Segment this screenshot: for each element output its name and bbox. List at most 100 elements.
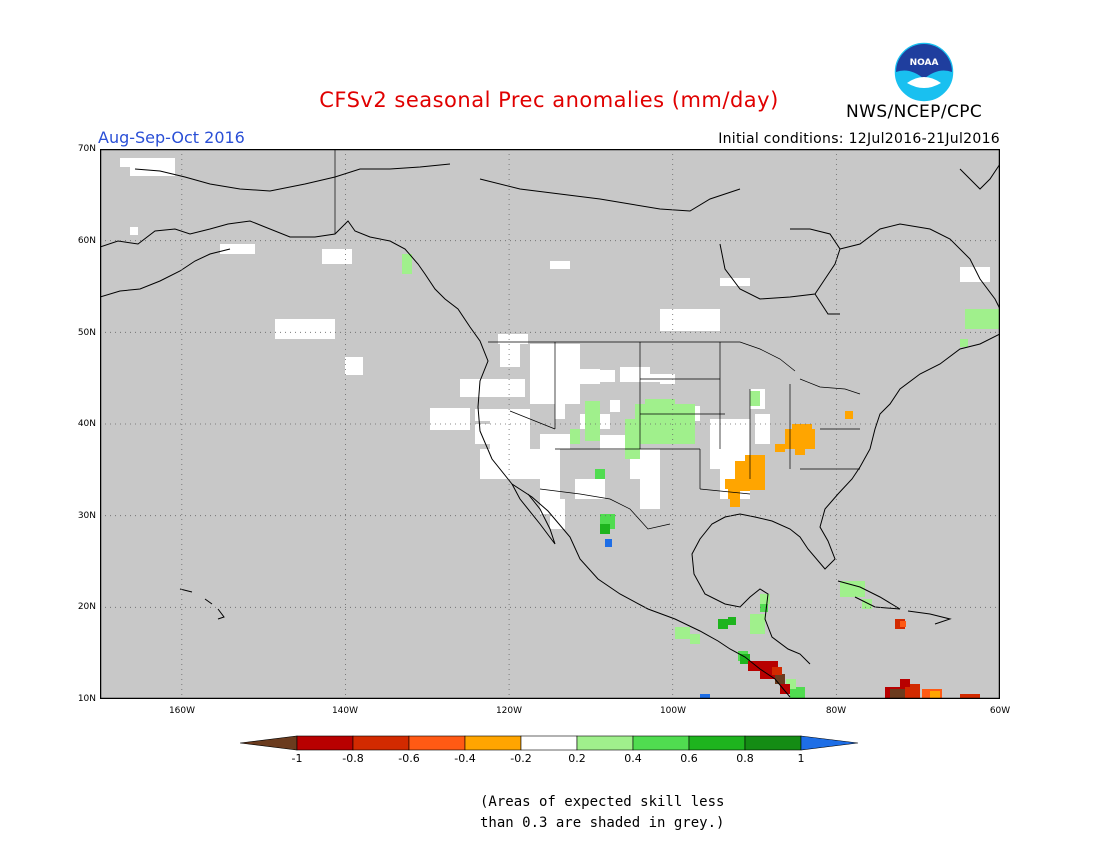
anomaly-cell bbox=[710, 419, 750, 431]
scale-label: 1 bbox=[797, 752, 805, 765]
anomaly-cell bbox=[740, 654, 750, 664]
anomaly-cell bbox=[345, 357, 363, 375]
anomaly-cell bbox=[890, 689, 905, 699]
anomaly-cell bbox=[220, 244, 255, 254]
anomaly-cell bbox=[550, 261, 570, 269]
footnote-line: (Areas of expected skill less bbox=[480, 794, 725, 810]
anomaly-cell bbox=[728, 489, 740, 499]
coastlines bbox=[100, 149, 1000, 698]
anomaly-cell bbox=[460, 379, 525, 397]
colorbar-segment bbox=[296, 735, 354, 751]
footnote-line: than 0.3 are shaded in grey.) bbox=[480, 815, 725, 831]
colorbar-segment bbox=[688, 735, 746, 751]
color-scale-bar bbox=[240, 735, 859, 751]
border-line bbox=[799, 378, 861, 395]
season-label: Aug-Sep-Oct 2016 bbox=[98, 128, 245, 147]
anomaly-cell bbox=[960, 267, 990, 282]
colorbar-arrow-right bbox=[800, 735, 859, 751]
anomaly-cell bbox=[645, 374, 665, 382]
coastline bbox=[839, 223, 1000, 310]
border-line bbox=[800, 428, 860, 470]
anomaly-cell bbox=[772, 667, 782, 675]
coastline bbox=[134, 163, 451, 192]
anomaly-cell bbox=[775, 674, 785, 684]
lat-label-10n: 10N bbox=[77, 694, 96, 704]
anomaly-cells bbox=[120, 158, 1000, 699]
anomaly-cell bbox=[792, 424, 812, 434]
anomaly-cell bbox=[600, 524, 610, 534]
anomaly-cell bbox=[790, 687, 805, 699]
anomaly-cell bbox=[500, 337, 520, 367]
border-line bbox=[699, 488, 751, 495]
colorbar-segment bbox=[352, 735, 410, 751]
lat-label-40n: 40N bbox=[77, 419, 96, 429]
anomaly-cell bbox=[475, 424, 490, 444]
anomaly-cell bbox=[760, 594, 770, 604]
anomaly-cell bbox=[120, 158, 175, 167]
coastline bbox=[719, 228, 841, 300]
lon-label-80w: 80W bbox=[825, 706, 847, 716]
colorbar-arrow-left bbox=[240, 735, 298, 751]
anomaly-cell bbox=[965, 309, 1000, 329]
anomaly-cell bbox=[675, 627, 690, 639]
anomaly-cell bbox=[660, 309, 720, 331]
lat-label-30n: 30N bbox=[77, 511, 96, 521]
anomaly-cell bbox=[640, 449, 660, 509]
coastline bbox=[907, 610, 952, 625]
colorbar-segment bbox=[520, 735, 578, 751]
lat-label-50n: 50N bbox=[77, 328, 96, 338]
anomaly-cell bbox=[690, 634, 700, 644]
coastline bbox=[100, 248, 231, 298]
anomaly-cell bbox=[130, 227, 138, 235]
colorbar-segment bbox=[576, 735, 634, 751]
scale-label: -0.4 bbox=[454, 752, 476, 765]
initial-conditions-label: Initial conditions: 12Jul2016-21Jul2016 bbox=[718, 131, 1000, 147]
anomaly-cell bbox=[728, 617, 736, 625]
border-line bbox=[539, 488, 671, 530]
lon-label-100w: 100W bbox=[659, 706, 687, 716]
anomaly-cell bbox=[845, 411, 853, 419]
anomaly-cell bbox=[725, 479, 745, 489]
anomaly-cell bbox=[840, 581, 865, 597]
coastline bbox=[511, 483, 556, 545]
anomaly-cell bbox=[748, 661, 778, 671]
anomaly-cell bbox=[930, 691, 940, 699]
scale-label: -1 bbox=[291, 752, 303, 765]
anomaly-cell bbox=[745, 455, 765, 490]
border-line bbox=[488, 341, 796, 372]
anomaly-cell bbox=[760, 604, 768, 612]
colorbar-segment bbox=[632, 735, 690, 751]
anomaly-cell bbox=[862, 599, 872, 609]
lon-label-60w: 60W bbox=[989, 706, 1011, 716]
anomaly-cell bbox=[322, 249, 352, 264]
lat-label-60n: 60N bbox=[77, 236, 96, 246]
coastline bbox=[959, 163, 1000, 190]
coastline bbox=[100, 220, 791, 698]
anomaly-cell bbox=[700, 694, 710, 699]
border-line bbox=[640, 378, 725, 415]
anomaly-cell bbox=[130, 167, 175, 176]
anomaly-cell bbox=[540, 479, 560, 499]
anomaly-cell bbox=[540, 499, 565, 514]
anomaly-cell bbox=[960, 339, 968, 347]
anomaly-cell bbox=[645, 399, 675, 409]
anomaly-cell bbox=[490, 409, 530, 449]
anomaly-cell bbox=[905, 684, 920, 699]
lat-label-20n: 20N bbox=[77, 602, 96, 612]
anomaly-cell bbox=[775, 444, 785, 452]
svg-text:NOAA: NOAA bbox=[910, 58, 939, 68]
precip-anomaly-map bbox=[100, 149, 1000, 699]
agency-label: NWS/NCEP/CPC bbox=[846, 102, 983, 122]
anomaly-cell bbox=[605, 539, 612, 547]
anomaly-cell bbox=[480, 449, 560, 479]
anomaly-cell bbox=[430, 408, 470, 430]
colorbar-segment bbox=[464, 735, 522, 751]
coastline bbox=[691, 333, 1000, 665]
anomaly-cell bbox=[570, 369, 600, 384]
colorbar-segment bbox=[744, 735, 802, 751]
anomaly-cell bbox=[570, 429, 580, 444]
anomaly-cell bbox=[540, 434, 570, 449]
anomaly-cell bbox=[625, 419, 640, 459]
noaa-logo: NOAA bbox=[893, 41, 955, 103]
border-line bbox=[509, 342, 556, 430]
